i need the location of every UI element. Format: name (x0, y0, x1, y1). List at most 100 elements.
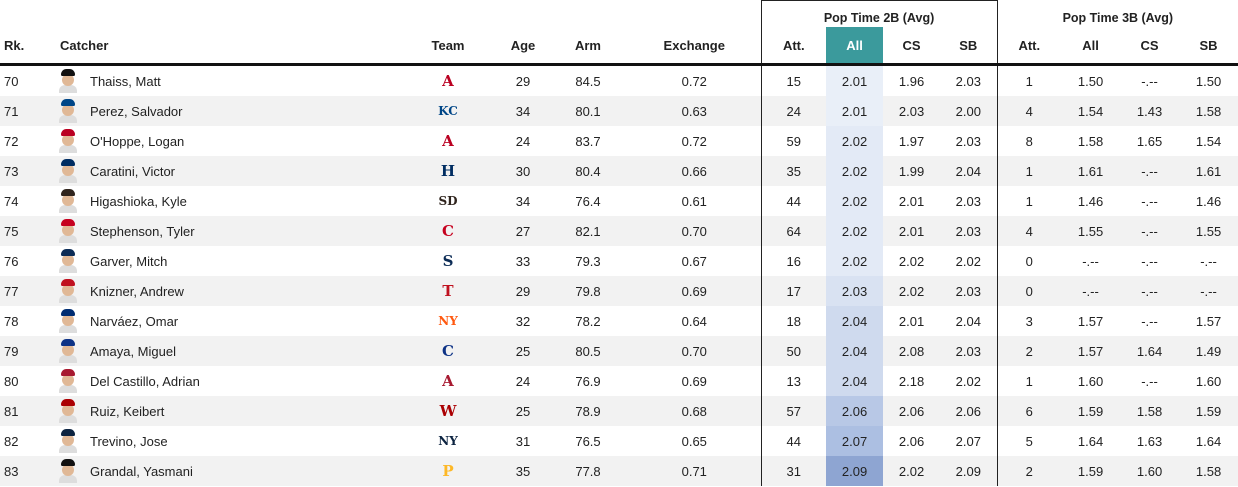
cs-3b-cell: 1.64 (1120, 336, 1180, 366)
cs-3b-cell: 1.63 (1136, 433, 1163, 449)
player-headshot-icon (58, 309, 78, 333)
catcher-name-link[interactable]: Garver, Mitch (90, 253, 168, 269)
all-2b-header[interactable]: All (826, 27, 884, 66)
cubs-logo-icon[interactable]: C (442, 342, 454, 360)
cs-2b-cell: 2.01 (883, 216, 941, 246)
arm-cell: 80.4 (548, 156, 628, 186)
all-2b-cell: 2.03 (826, 276, 884, 306)
all-3b-cell: -.-- (1061, 276, 1121, 306)
cs-3b-cell: 1.43 (1120, 96, 1180, 126)
player-headshot-icon (58, 369, 78, 393)
catcher-header[interactable]: Catcher (52, 27, 398, 66)
table-row[interactable]: 74 Higashioka, Kyle SD 34 76.4 0.61 44 2… (0, 186, 1238, 216)
catcher-name-link[interactable]: Knizner, Andrew (90, 283, 184, 299)
att-3b-cell: 1 (997, 156, 1062, 186)
catcher-name-link[interactable]: Higashioka, Kyle (90, 193, 187, 209)
royals-logo-icon[interactable]: KC (438, 104, 458, 118)
team-cell: A (398, 65, 498, 97)
catcher-name-link[interactable]: O'Hoppe, Logan (90, 133, 185, 149)
mariners-logo-icon[interactable]: S (442, 252, 454, 270)
rank-cell: 77 (0, 276, 52, 306)
cs-3b-cell: 1.65 (1136, 133, 1163, 149)
exchange-cell: 0.70 (628, 216, 762, 246)
team-cell: W (398, 396, 498, 426)
arm-header[interactable]: Arm (548, 27, 628, 66)
att-3b-cell: 5 (1025, 433, 1033, 449)
sb-3b-header[interactable]: SB (1179, 27, 1238, 66)
table-row[interactable]: 71 Perez, Salvador KC 34 80.1 0.63 24 2.… (0, 96, 1238, 126)
sb-2b-cell: 2.07 (940, 426, 998, 456)
arm-cell: 78.2 (575, 313, 601, 329)
nationals-logo-icon[interactable]: W (439, 402, 457, 420)
angels-logo-icon[interactable]: A (442, 72, 454, 90)
att-3b-cell: 1 (1025, 73, 1033, 89)
age-cell: 30 (498, 156, 548, 186)
catcher-name-link[interactable]: Caratini, Victor (90, 163, 176, 179)
all-3b-header[interactable]: All (1061, 27, 1121, 66)
catcher-name-link[interactable]: Perez, Salvador (90, 103, 183, 119)
table-row[interactable]: 82 Trevino, Jose NY 31 76.5 0.65 44 2.07… (0, 426, 1238, 456)
sb-2b-header[interactable]: SB (940, 27, 998, 66)
cs-3b-cell: 1.60 (1120, 456, 1180, 486)
table-row[interactable]: 79 Amaya, Miguel C 25 80.5 0.70 50 2.04 … (0, 336, 1238, 366)
all-2b-cell: 2.04 (826, 306, 884, 336)
table-row[interactable]: 81 Ruiz, Keibert W 25 78.9 0.68 57 2.06 … (0, 396, 1238, 426)
catcher-name-link[interactable]: Grandal, Yasmani (90, 463, 193, 479)
exchange-cell: 0.65 (681, 433, 707, 449)
att-2b-cell: 59 (760, 126, 827, 156)
pirates-logo-icon[interactable]: P (442, 462, 454, 480)
rangers-logo-icon[interactable]: T (442, 282, 454, 300)
age-cell: 25 (498, 336, 548, 366)
cs-2b-header[interactable]: CS (883, 27, 941, 66)
table-row[interactable]: 76 Garver, Mitch S 33 79.3 0.67 16 2.02 … (0, 246, 1238, 276)
mets-logo-icon[interactable]: NY (438, 314, 458, 328)
age-header[interactable]: Age (498, 27, 548, 66)
cs-3b-header[interactable]: CS (1120, 27, 1180, 66)
table-row[interactable]: 80 Del Castillo, Adrian A 24 76.9 0.69 1… (0, 366, 1238, 396)
rank-header[interactable]: Rk. (0, 27, 52, 66)
catcher-cell: Narváez, Omar (52, 306, 398, 336)
table-row[interactable]: 70 Thaiss, Matt A 29 84.5 0.72 15 2.01 1… (0, 64, 1238, 97)
cs-2b-cell: 2.03 (883, 96, 941, 126)
team-cell: H (398, 156, 498, 186)
cs-2b-cell: 2.06 (898, 433, 925, 449)
catcher-name-link[interactable]: Trevino, Jose (90, 433, 168, 449)
rank-cell: 78 (4, 313, 19, 329)
sb-3b-cell: 1.58 (1179, 456, 1238, 486)
table-row[interactable]: 77 Knizner, Andrew T 29 79.8 0.69 17 2.0… (0, 276, 1238, 306)
team-cell: C (398, 216, 498, 246)
astros-logo-icon[interactable]: H (440, 162, 456, 180)
arm-cell: 76.9 (575, 373, 601, 389)
att-2b-header[interactable]: Att. (760, 27, 827, 66)
catcher-name-link[interactable]: Ruiz, Keibert (90, 403, 165, 419)
table-row[interactable]: 72 O'Hoppe, Logan A 24 83.7 0.72 59 2.02… (0, 126, 1238, 156)
att-3b-header[interactable]: Att. (997, 27, 1062, 66)
reds-logo-icon[interactable]: C (442, 222, 454, 240)
all-2b-cell: 2.07 (826, 426, 884, 456)
catcher-name-link[interactable]: Stephenson, Tyler (90, 223, 195, 239)
age-cell: 24 (515, 133, 531, 149)
catcher-name-link[interactable]: Amaya, Miguel (90, 343, 176, 359)
catcher-name-link[interactable]: Thaiss, Matt (90, 73, 161, 89)
table-row[interactable]: 73 Caratini, Victor H 30 80.4 0.66 35 2.… (0, 156, 1238, 186)
table-row[interactable]: 75 Stephenson, Tyler C 27 82.1 0.70 64 2… (0, 216, 1238, 246)
att-3b-cell: 2 (997, 336, 1062, 366)
catcher-name-link[interactable]: Narváez, Omar (90, 313, 179, 329)
catcher-cell: Amaya, Miguel (52, 336, 398, 366)
team-cell: S (398, 246, 498, 276)
catcher-name-link[interactable]: Del Castillo, Adrian (90, 373, 200, 389)
player-headshot-icon (58, 459, 78, 483)
team-header[interactable]: Team (398, 27, 498, 66)
table-row[interactable]: 78 Narváez, Omar NY 32 78.2 0.64 18 2.04… (0, 306, 1238, 336)
sb-3b-cell: 1.49 (1179, 336, 1238, 366)
table-row[interactable]: 83 Grandal, Yasmani P 35 77.8 0.71 31 2.… (0, 456, 1238, 486)
column-header-row: Rk. Catcher Team Age Arm Exchange Att. A… (0, 27, 1238, 66)
arm-cell: 79.3 (575, 253, 601, 269)
yankees-logo-icon[interactable]: NY (438, 434, 458, 448)
padres-logo-icon[interactable]: SD (438, 194, 458, 208)
angels-logo-icon[interactable]: A (442, 132, 454, 150)
sb-3b-cell: 1.50 (1195, 73, 1222, 89)
diamondbacks-logo-icon[interactable]: A (442, 372, 454, 390)
sb-2b-cell: 2.02 (940, 246, 998, 276)
exchange-header[interactable]: Exchange (628, 27, 762, 66)
